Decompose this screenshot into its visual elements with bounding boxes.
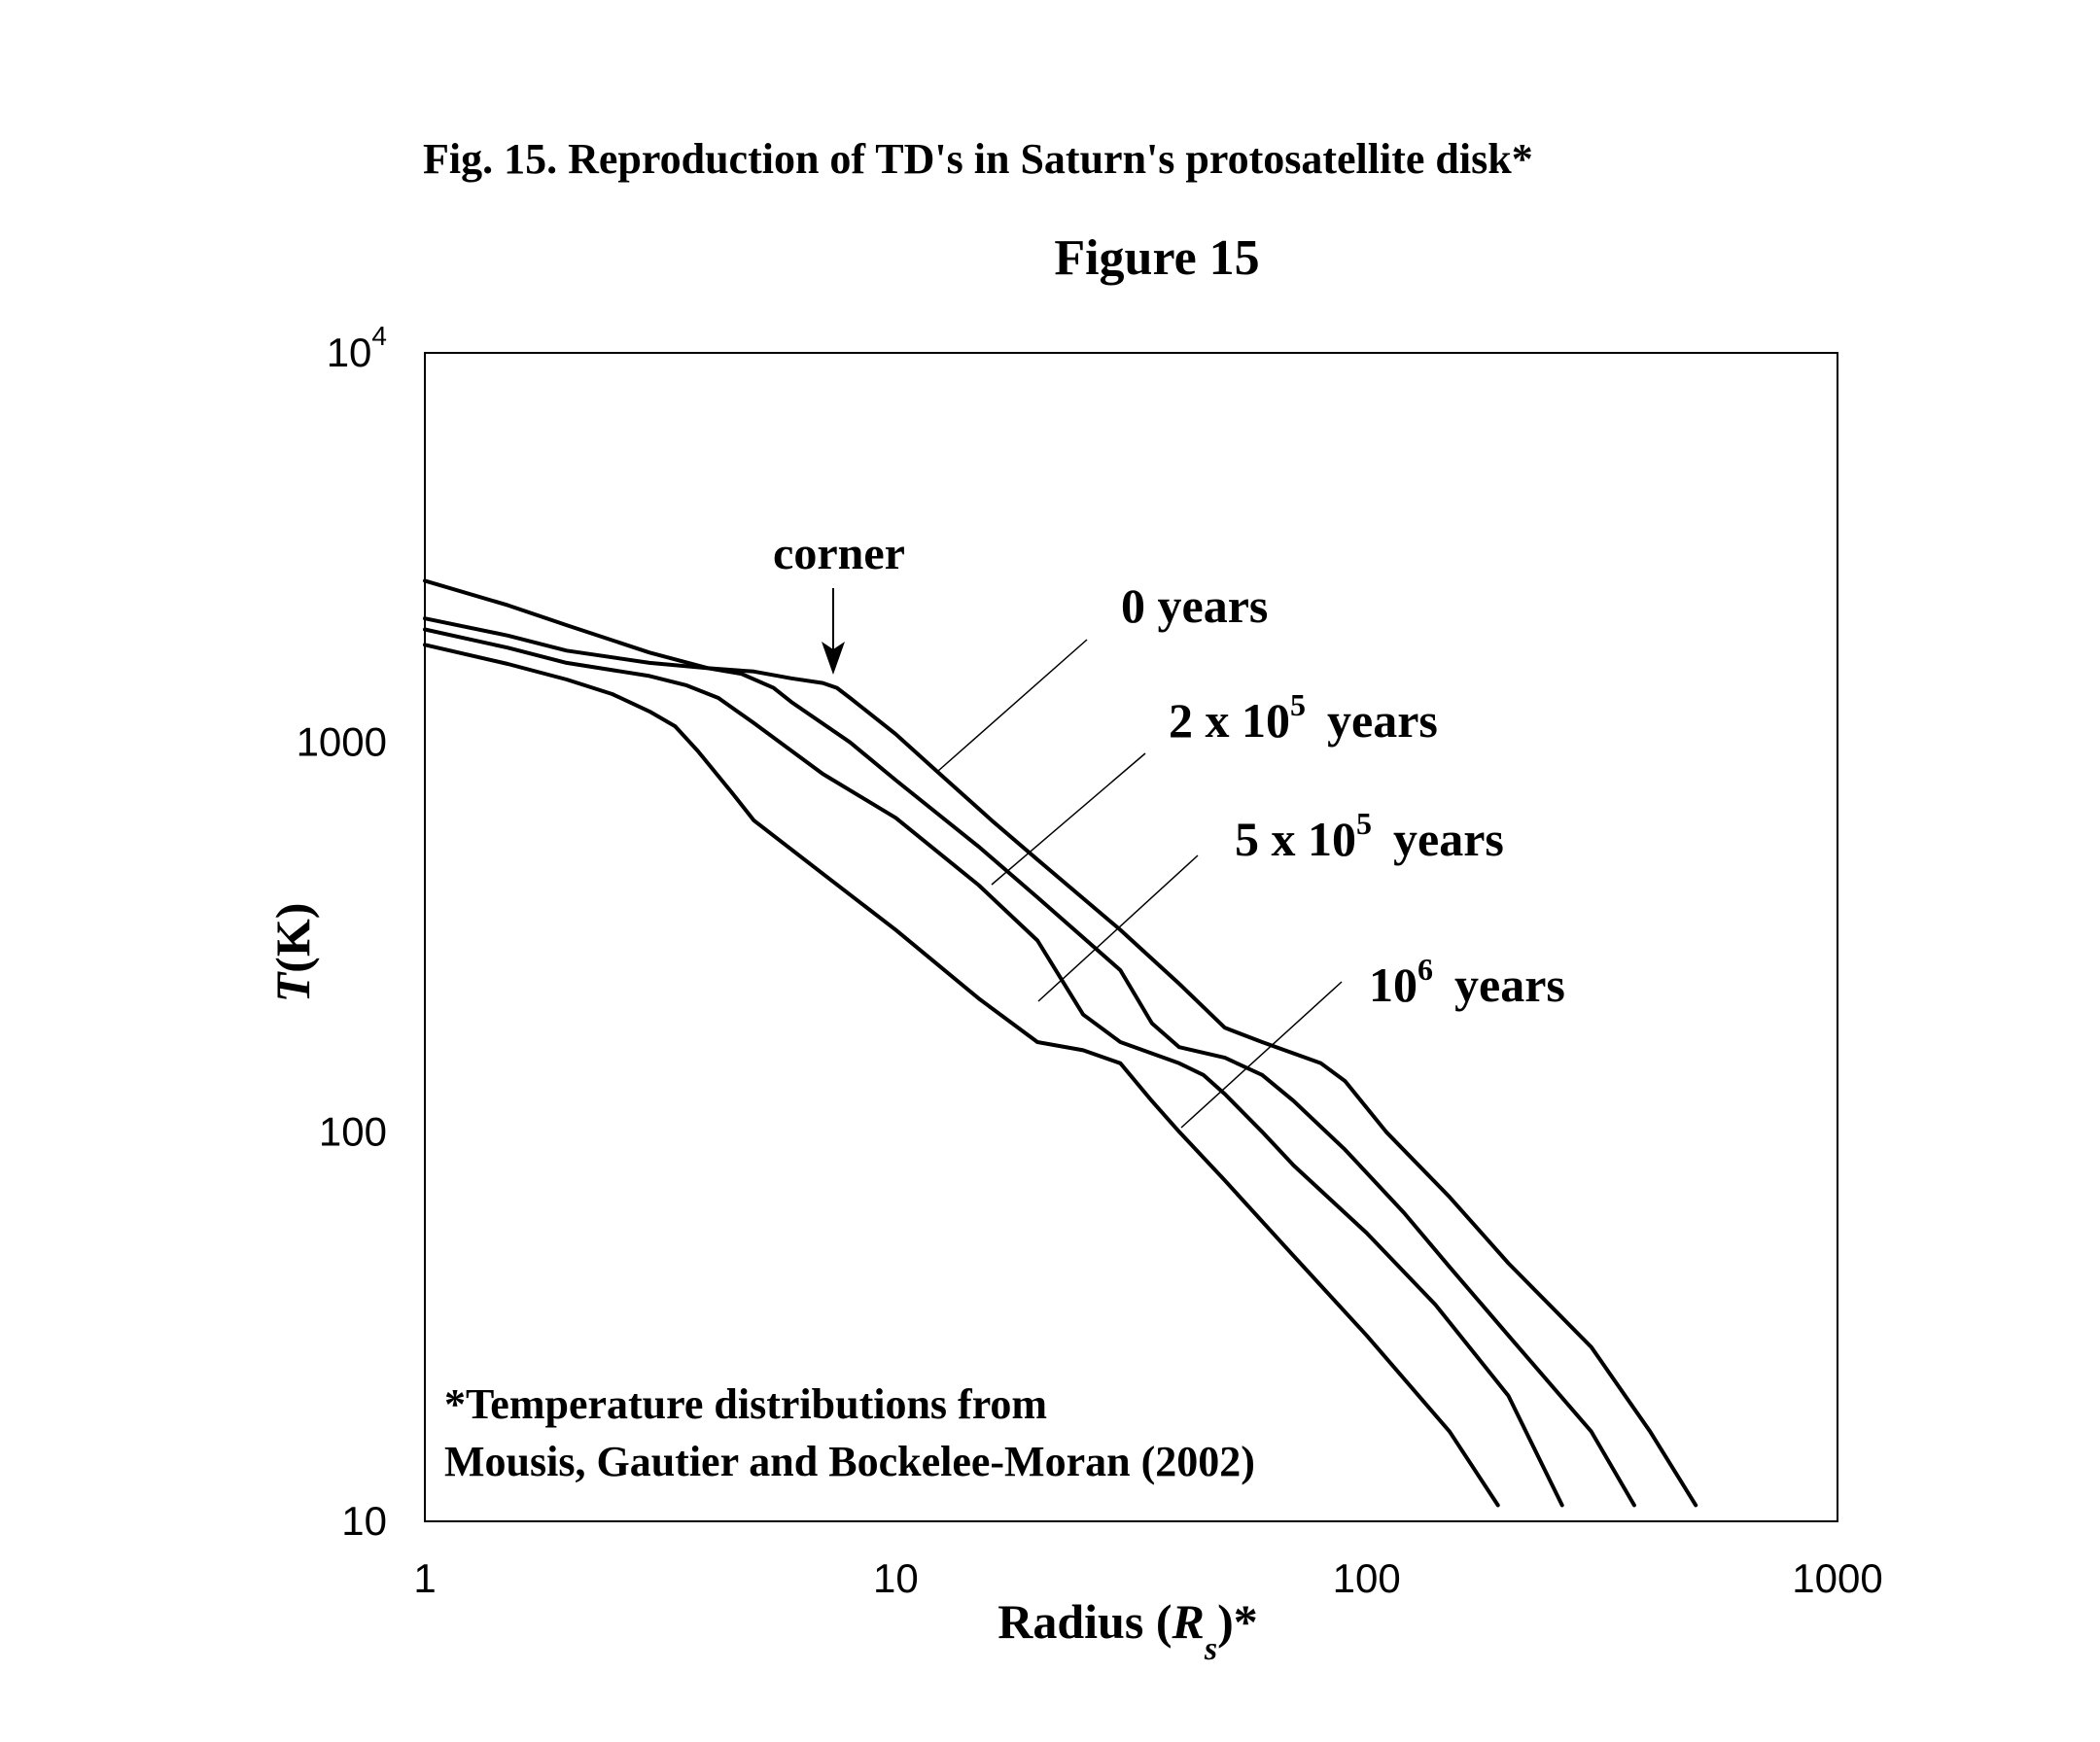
y-tick-label: 104 bbox=[327, 321, 387, 375]
y-tick-label: 1000 bbox=[297, 719, 387, 765]
chart-title: Figure 15 bbox=[1054, 230, 1259, 286]
corner-annotation: corner bbox=[773, 528, 905, 675]
series-line-2 bbox=[423, 627, 1564, 1508]
series-label-3: 106 years bbox=[1369, 952, 1565, 1012]
series-lines bbox=[423, 578, 1698, 1508]
y-axis-label: T(K) bbox=[265, 903, 320, 1003]
series-line-0 bbox=[423, 578, 1698, 1508]
series-label-2: 5 x 105 years bbox=[1235, 806, 1504, 866]
x-tick-label: 100 bbox=[1333, 1555, 1401, 1601]
y-axis-ticks: 10 100 1000 104 bbox=[297, 321, 387, 1544]
corner-label: corner bbox=[773, 528, 905, 579]
plot-area-frame bbox=[424, 352, 1838, 1522]
series-labels: 0 years 2 x 105 years 5 x 105 years 106 years bbox=[1121, 578, 1565, 1012]
figure-caption: Fig. 15. Reproduction of TD's in Saturn'… bbox=[423, 135, 1533, 183]
x-tick-label: 1000 bbox=[1792, 1555, 1882, 1601]
leader-line-2 bbox=[1037, 854, 1199, 1002]
leader-line-0 bbox=[937, 639, 1088, 772]
x-axis-label: Radius (Rs)* bbox=[998, 1594, 1257, 1667]
series-label-0: 0 years bbox=[1121, 578, 1268, 633]
leader-lines bbox=[937, 639, 1343, 1129]
corner-arrow-head bbox=[822, 642, 845, 675]
x-tick-label: 1 bbox=[413, 1555, 436, 1601]
source-note-line-2: Mousis, Gautier and Bockelee-Moran (2002… bbox=[444, 1438, 1255, 1485]
series-line-3 bbox=[423, 643, 1500, 1508]
leader-line-1 bbox=[991, 752, 1146, 886]
x-axis-ticks: 1 10 100 1000 bbox=[413, 1555, 1882, 1601]
series-label-1: 2 x 105 years bbox=[1169, 687, 1438, 748]
y-tick-label: 100 bbox=[319, 1108, 387, 1154]
series-line-1 bbox=[423, 616, 1636, 1508]
source-note-line-1: *Temperature distributions from bbox=[444, 1380, 1047, 1428]
leader-line-3 bbox=[1180, 981, 1343, 1129]
x-tick-label: 10 bbox=[873, 1555, 919, 1601]
y-tick-label: 10 bbox=[341, 1498, 387, 1544]
